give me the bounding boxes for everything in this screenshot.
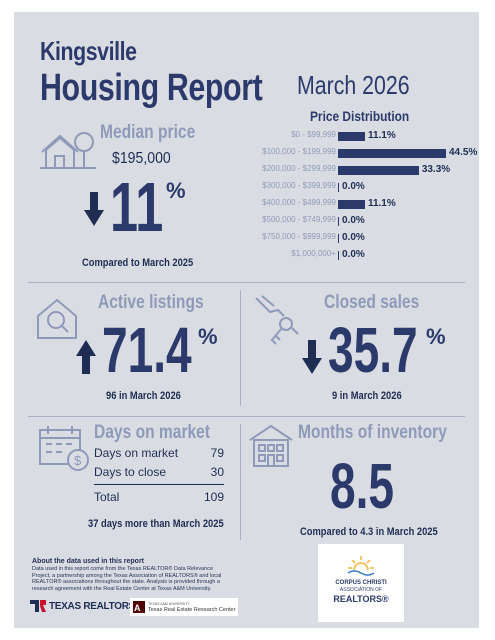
house-magnifier-icon — [37, 298, 77, 339]
divider — [28, 416, 465, 417]
dom-row-label: Days to close — [94, 465, 167, 479]
price-bar-row: $300,000 - $399,999 0.0% — [214, 181, 474, 194]
divider — [240, 290, 241, 406]
price-bar-value: 44.5% — [449, 147, 478, 158]
months-inventory-label: Months of inventory — [298, 422, 447, 443]
dom-row: Days on market 79 — [94, 446, 224, 460]
sun-waves-icon — [347, 556, 375, 576]
ccar-line2: ASSOCIATION OF — [339, 587, 383, 593]
price-bar — [338, 149, 446, 158]
ccar-line3: REALTORS® — [333, 594, 389, 604]
closed-sales-change: 35.7 — [328, 314, 418, 386]
active-listings-change: 71.4 — [102, 314, 192, 386]
dom-total-value: 109 — [203, 490, 224, 504]
price-bar-row: $1,000,000+ 0.0% — [214, 249, 474, 262]
dom-row-value: 79 — [210, 446, 224, 460]
texas-realtors-text: TEXAS REALTORS — [49, 600, 135, 612]
trerc-logo: A TEXAS A&M UNIVERSITY Texas Real Estate… — [130, 598, 238, 616]
median-price-change: 11 — [110, 168, 164, 246]
price-bar-label: $500,000 - $749,999 — [262, 215, 336, 224]
dom-total-row: Total 109 — [94, 490, 224, 504]
median-price-caption: Compared to March 2025 — [82, 257, 194, 269]
ccar-logo: CORPUS CHRISTI ASSOCIATION OF REALTORS® — [318, 544, 404, 622]
days-on-market-caption: 37 days more than March 2025 — [88, 518, 224, 530]
price-bar-value: 11.1% — [367, 130, 396, 141]
price-distribution-title: Price Distribution — [310, 108, 410, 124]
median-price-value: $195,000 — [112, 150, 171, 167]
divider — [240, 424, 241, 540]
divider — [28, 282, 465, 283]
calendar-dollar-icon: $ — [39, 426, 89, 471]
price-bar — [338, 132, 365, 141]
price-bar-label: $1,000,000+ — [291, 249, 336, 258]
texas-realtors-logo: TEXAS REALTORS — [30, 600, 135, 612]
median-price-label: Median price — [100, 122, 196, 143]
months-inventory-caption: Compared to 4.3 in March 2025 — [300, 526, 438, 538]
total-divider — [94, 484, 224, 485]
ccar-line1: CORPUS CHRISTI — [335, 580, 387, 586]
dom-row-label: Days on market — [94, 446, 179, 460]
price-bar-row: $500,000 - $749,999 0.0% — [214, 215, 474, 228]
aggie-mark-icon: A — [133, 601, 145, 613]
trerc-text: Texas Real Estate Research Center — [148, 607, 236, 613]
dom-row: Days to close 30 — [94, 465, 224, 479]
price-bar — [338, 251, 339, 260]
price-bar — [338, 200, 365, 209]
svg-text:$: $ — [74, 453, 82, 468]
arrow-down-icon — [84, 192, 104, 226]
days-on-market-label: Days on market — [94, 422, 211, 443]
building-icon — [249, 424, 293, 467]
closed-sales-caption: 9 in March 2026 — [332, 390, 402, 402]
trerc-small-text: TEXAS A&M UNIVERSITY — [148, 602, 190, 606]
arrow-up-icon — [76, 340, 96, 374]
median-price-pct: % — [166, 178, 186, 203]
price-bar-value: 0.0% — [342, 249, 365, 260]
price-bar-label: $0 - $99,999 — [291, 130, 336, 139]
house-tree-icon — [40, 132, 96, 169]
price-bar-value: 0.0% — [342, 232, 365, 243]
price-bar — [338, 217, 339, 226]
months-inventory-value: 8.5 — [330, 450, 395, 522]
about-text: Data used in this report come from the T… — [32, 566, 222, 592]
active-listings-label: Active listings — [98, 292, 204, 313]
price-bar-label: $200,000 - $299,999 — [262, 164, 336, 173]
price-bar-value: 0.0% — [342, 181, 365, 192]
active-listings-pct: % — [198, 324, 218, 349]
dom-row-value: 30 — [210, 465, 224, 479]
closed-sales-label: Closed sales — [324, 292, 420, 313]
price-bar-value: 0.0% — [342, 215, 365, 226]
dom-total-label: Total — [94, 490, 120, 504]
price-bar-value: 33.3% — [421, 164, 451, 175]
active-listings-caption: 96 in March 2026 — [106, 390, 181, 402]
price-bar-value: 11.1% — [367, 198, 396, 209]
closed-sales-pct: % — [426, 324, 446, 349]
about-title: About the data used in this report — [32, 558, 145, 565]
arrow-down-icon — [302, 340, 322, 374]
price-bar-label: $300,000 - $399,999 — [262, 181, 336, 190]
price-bar — [338, 166, 419, 175]
price-bar-label: $400,000 - $499,999 — [262, 198, 336, 207]
city-name: Kingsville — [40, 36, 137, 66]
price-bar-row: $400,000 - $499,999 11.1% — [214, 198, 474, 211]
report-title: Housing Report — [40, 67, 263, 109]
price-bar-label: $750,000 - $999,999 — [262, 232, 336, 241]
price-bar — [338, 183, 339, 192]
price-bar-row: $750,000 - $999,999 0.0% — [214, 232, 474, 245]
price-bar-row: $100,000 - $199,999 44.5% — [214, 147, 478, 160]
svg-text:A: A — [134, 603, 141, 613]
report-month: March 2026 — [297, 70, 410, 100]
price-bar — [338, 234, 339, 243]
price-bar-label: $100,000 - $199,999 — [262, 147, 336, 156]
price-bar-row: $200,000 - $299,999 33.3% — [214, 164, 474, 177]
report-page: Kingsville Housing Report March 2026 Med… — [14, 12, 479, 628]
price-bar-row: $0 - $99,999 11.1% — [214, 130, 474, 143]
hand-key-icon — [255, 295, 299, 345]
texas-realtors-mark-icon — [30, 600, 46, 612]
